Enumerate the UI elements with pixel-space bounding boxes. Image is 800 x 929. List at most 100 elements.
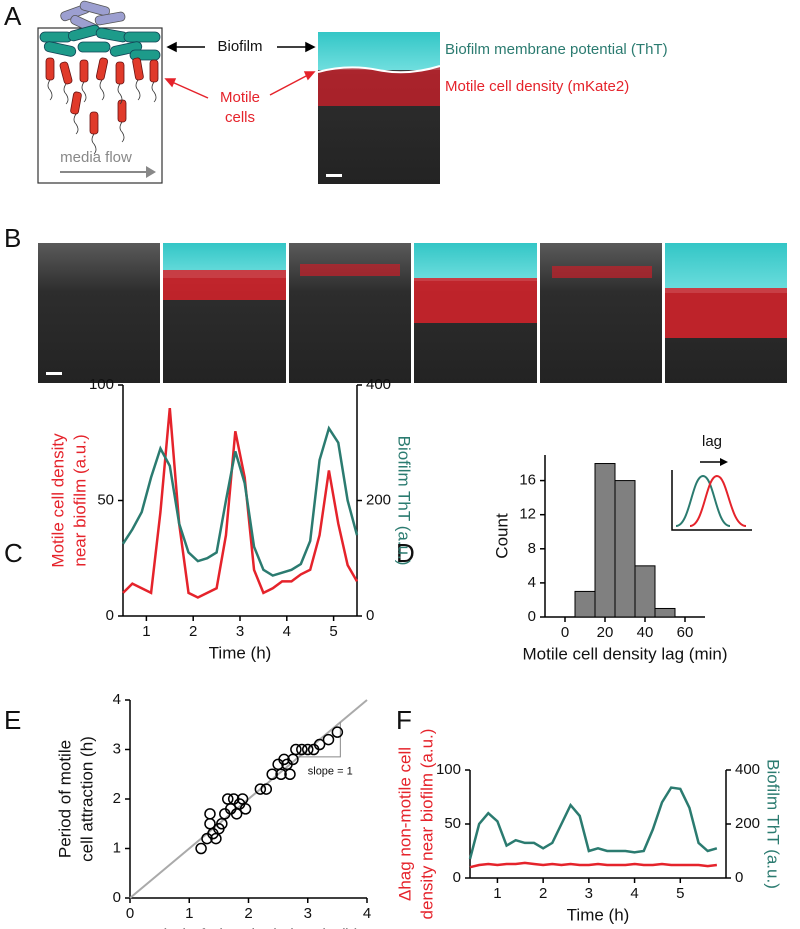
y-tick-label: 0 [113,889,121,906]
y-tick-label: 3 [113,740,121,757]
y-tick-label: 16 [519,472,536,489]
x-tick-label: 0 [561,624,569,641]
motile-label: cells [225,109,255,126]
y2-tick-label: 0 [366,607,374,624]
y-axis-label: density near biofilm (a.u.) [417,729,436,920]
inset-label: lag [702,433,722,450]
reference-line [129,699,368,899]
scatter-point [302,743,314,756]
micrograph-series [38,243,787,383]
motile-label: Motile [220,89,260,106]
y-tick-label: 0 [528,608,536,625]
tht-label: Biofilm membrane potential (ThT) [445,41,668,58]
y-axis-label: near biofilm (a.u.) [70,434,89,566]
schematic [37,0,163,184]
y-axis-label: Period of motile [55,740,74,858]
data-line [122,407,359,599]
hist-bar [614,480,636,618]
y-tick-label: 8 [528,540,536,557]
y-tick-label: 100 [436,761,461,778]
x-axis-label: Time (h) [209,643,272,662]
x-tick-label: 2 [244,905,252,922]
y-tick-label: 1 [113,839,121,856]
x-tick-label: 4 [283,623,291,640]
y2-tick-label: 400 [735,761,760,778]
scatter-point [260,783,273,795]
x-tick-label: 2 [539,885,547,902]
y-tick-label: 4 [113,691,121,708]
x-tick-label: 60 [677,624,694,641]
x-tick-label: 2 [189,623,197,640]
y-axis-label: Motile cell density [48,433,67,568]
x-tick-label: 5 [676,885,684,902]
hist-bar [594,463,616,618]
scatter-point [239,803,252,815]
scatter-point [195,842,207,855]
y-axis-label: Count [492,513,511,559]
x-tick-label: 0 [126,905,134,922]
y-tick-label: 50 [444,815,461,832]
slope-annotation: slope = 1 [308,766,353,778]
y-axis-label: cell attraction (h) [77,736,96,862]
scatter-point [322,733,335,746]
y2-tick-label: 400 [366,376,391,393]
x-tick-label: 3 [585,885,593,902]
x-tick-label: 1 [142,623,150,640]
x-tick-label: 4 [363,905,371,922]
panel-letter: C [4,538,23,568]
scatter-point [266,768,278,780]
x-tick-label: 40 [637,624,654,641]
panel-letter: B [4,223,21,253]
scatter-point [313,738,326,751]
panel-letter: A [4,1,22,31]
data-line [121,425,359,577]
y2-axis-label: Biofilm ThT (a.u.) [764,759,783,889]
y-tick-label: 100 [89,376,114,393]
y-tick-label: 50 [97,491,114,508]
x-tick-label: 5 [329,623,337,640]
x-tick-label: 4 [630,885,638,902]
mkate-label: Motile cell density (mKate2) [445,78,629,95]
scatter-point [296,743,308,756]
x-tick-label: 20 [597,624,614,641]
scatter-point [275,768,287,780]
panel-letter: D [396,538,415,568]
x-tick-label: 1 [185,905,193,922]
x-tick-label: 1 [493,885,501,902]
panel-letter: E [4,705,21,735]
y2-axis-label: Biofilm ThT (a.u.) [395,436,414,566]
hist-bar [574,590,596,618]
y2-tick-label: 200 [735,815,760,832]
x-axis-label: Time (h) [567,905,630,924]
y-tick-label: 0 [106,607,114,624]
lag-inset [671,458,752,531]
x-tick-label: 3 [236,623,244,640]
data-line [468,786,718,860]
scatter-point [331,726,344,738]
y2-tick-label: 200 [366,491,391,508]
slope-triangle [298,722,341,758]
scatter-point [204,808,216,820]
micrograph [317,32,441,184]
hist-bar [634,565,656,618]
biofilm-label: Biofilm [217,38,262,55]
media-flow-label: media flow [60,149,132,166]
y-tick-label: 2 [113,790,121,807]
arrows [164,71,316,99]
scatter-point [284,768,296,780]
y-tick-label: 12 [519,506,536,523]
data-line [469,861,718,869]
x-axis-label: Motile cell density lag (min) [522,644,727,663]
hist-bar [654,607,676,618]
y-axis-label: Δhag non-motile cell [395,747,414,901]
panel-letter: F [396,705,412,735]
scatter-point [254,783,267,795]
y2-tick-label: 0 [735,869,743,886]
scatter-point [290,743,302,756]
x-axis-label: Period of electrical signals (h) [137,925,360,929]
y-tick-label: 4 [528,574,536,591]
x-tick-label: 3 [304,905,312,922]
arrows [166,41,316,53]
y-tick-label: 0 [453,869,461,886]
